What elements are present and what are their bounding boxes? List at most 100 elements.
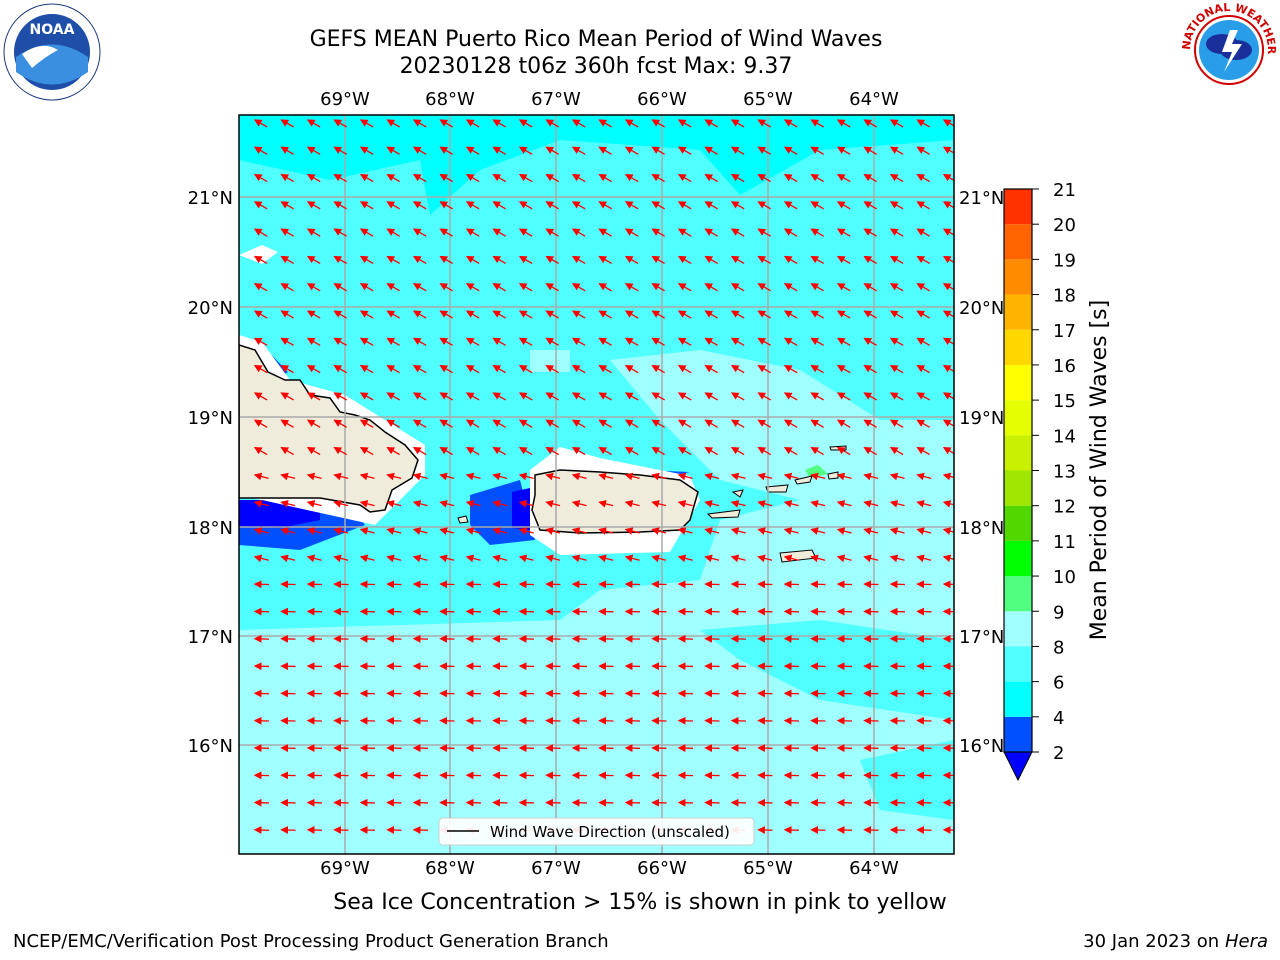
lon-label-bottom: 66°W: [637, 858, 687, 879]
lon-label-top: 69°W: [320, 89, 370, 110]
wave-direction-arrow: [253, 419, 268, 428]
wave-direction-arrow: [916, 472, 932, 481]
wave-direction-arrow: [704, 365, 718, 374]
wave-direction-arrow: [571, 146, 586, 155]
wave-direction-arrow: [465, 392, 480, 401]
wave-direction-arrow: [545, 365, 559, 374]
period-6-8-southeast: [700, 620, 954, 720]
wave-direction-arrow: [465, 554, 481, 563]
wave-direction-arrow: [253, 500, 269, 508]
wave-direction-arrow: [677, 419, 692, 428]
map-frame: [238, 114, 955, 855]
colorbar-tick-label: 6: [1053, 673, 1064, 694]
wave-direction-arrow: [386, 201, 400, 210]
wave-direction-arrow: [704, 554, 720, 563]
wave-direction-arrow: [889, 392, 904, 401]
wave-direction-arrow: [651, 255, 665, 265]
noaa-logo-text: NOAA: [30, 22, 75, 38]
wave-direction-arrow: [333, 283, 347, 292]
wave-direction-arrow: [757, 419, 771, 428]
wave-direction-arrow: [651, 201, 665, 210]
wave-direction-arrow: [651, 527, 667, 535]
wave-direction-arrow: [651, 146, 665, 155]
colorbar-segment: [1004, 611, 1032, 647]
wave-direction-arrow: [598, 146, 612, 155]
wave-direction-arrow: [386, 283, 400, 292]
wave-direction-arrow: [439, 255, 453, 265]
wave-direction-arrow: [492, 419, 506, 428]
wave-direction-arrow: [492, 365, 506, 374]
wave-direction-arrow: [624, 173, 639, 183]
wave-direction-arrow: [598, 119, 612, 128]
wave-direction-arrow: [386, 527, 402, 535]
wave-direction-arrow: [677, 554, 693, 563]
wave-direction-arrow: [333, 365, 347, 374]
wave-direction-arrow: [810, 337, 824, 346]
wave-direction-arrow: [916, 146, 930, 155]
wave-direction-arrow: [677, 283, 692, 292]
wave-direction-arrow: [412, 337, 427, 346]
wave-direction-arrow: [386, 255, 400, 265]
wave-direction-arrow: [704, 500, 720, 508]
wave-direction-arrow: [598, 283, 612, 292]
wave-direction-arrow: [359, 446, 374, 456]
lat-label-right: 16°N: [959, 736, 1004, 757]
wave-direction-arrow: [916, 310, 930, 319]
virgin-gorda-island: [827, 471, 839, 480]
mona-island: [457, 515, 469, 524]
wind-wave-arrows: [253, 119, 954, 834]
wave-direction-arrow: [439, 337, 453, 346]
wave-direction-arrow: [545, 554, 561, 563]
colorbar-segment: [1004, 189, 1032, 225]
colorbar-tick-label: 13: [1053, 462, 1076, 483]
wave-direction-arrow: [333, 554, 349, 563]
period-9-10-virgin-islands: [805, 465, 828, 478]
lon-label-bottom: 65°W: [743, 858, 793, 879]
wave-direction-arrow: [889, 173, 904, 183]
wave-direction-arrow: [571, 419, 586, 428]
wave-direction-arrow: [465, 228, 480, 237]
wave-direction-arrow: [306, 228, 321, 237]
nws-logo: NATIONAL WEATHER SERVICE: [1178, 0, 1278, 98]
wave-direction-arrow: [863, 500, 879, 508]
wave-direction-arrow: [863, 446, 877, 456]
wave-direction-arrow: [280, 255, 294, 265]
wave-direction-arrow: [730, 119, 745, 128]
wave-direction-arrow: [942, 472, 954, 481]
wave-direction-arrow: [730, 255, 745, 265]
wave-direction-arrow: [571, 472, 587, 481]
wave-direction-arrow: [545, 283, 559, 292]
wave-direction-arrow: [651, 472, 667, 481]
wave-direction-arrow: [306, 146, 321, 155]
wave-direction-arrow: [624, 310, 639, 319]
map-legend: Wind Wave Direction (unscaled): [438, 817, 755, 846]
wave-direction-arrow: [306, 310, 321, 319]
wave-direction-arrow: [280, 554, 296, 563]
wave-direction-arrow: [942, 255, 954, 264]
wave-direction-arrow: [571, 283, 586, 292]
latitude-labels: 21°N 21°N 20°N 20°N 19°N 19°N 18°N 18°N 17°N 17°N…: [188, 188, 1005, 757]
wave-direction-arrow: [730, 201, 745, 210]
chart-title: GEFS MEAN Puerto Rico Mean Period of Win…: [309, 27, 883, 52]
wave-direction-arrow: [677, 527, 693, 535]
wave-direction-arrow: [916, 119, 930, 128]
wave-direction-arrow: [677, 255, 692, 265]
wave-direction-arrow: [439, 446, 453, 456]
wave-direction-arrow: [757, 228, 771, 237]
wave-direction-arrow: [677, 392, 692, 401]
period-2-4-mona: [470, 480, 535, 545]
wave-direction-arrow: [280, 146, 294, 155]
map-area: [239, 115, 954, 854]
wave-direction-arrow: [783, 446, 798, 456]
wave-direction-arrow: [439, 283, 453, 292]
wave-direction-arrow: [916, 419, 930, 428]
wave-direction-arrow: [757, 472, 773, 481]
lon-label-top: 68°W: [425, 89, 475, 110]
wave-direction-arrow: [810, 500, 826, 508]
wave-direction-arrow: [730, 446, 745, 456]
wave-direction-arrow: [518, 500, 534, 508]
colorbar-tick-label: 9: [1053, 602, 1064, 623]
wave-direction-arrow: [359, 392, 374, 401]
lat-label-right: 17°N: [959, 627, 1004, 648]
